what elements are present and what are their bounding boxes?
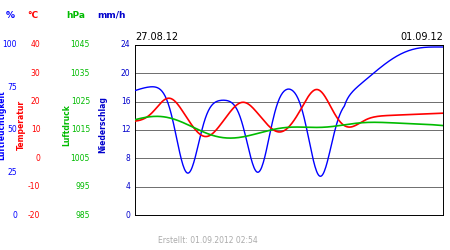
Text: 20: 20	[31, 97, 40, 106]
Text: 25: 25	[8, 168, 17, 177]
Text: 0: 0	[12, 210, 17, 220]
Text: 995: 995	[76, 182, 90, 191]
Text: 100: 100	[3, 40, 17, 50]
Text: 50: 50	[7, 126, 17, 134]
Text: 20: 20	[121, 69, 130, 78]
Text: Luftdruck: Luftdruck	[62, 104, 71, 146]
Text: 1015: 1015	[71, 126, 90, 134]
Text: 1045: 1045	[71, 40, 90, 50]
Text: -10: -10	[28, 182, 40, 191]
Text: 12: 12	[121, 126, 130, 134]
Text: 01.09.12: 01.09.12	[400, 32, 443, 42]
Text: 40: 40	[31, 40, 40, 50]
Text: 985: 985	[76, 210, 90, 220]
Text: 27.08.12: 27.08.12	[135, 32, 178, 42]
Text: 1035: 1035	[71, 69, 90, 78]
Text: Temperatur: Temperatur	[17, 100, 26, 150]
Text: mm/h: mm/h	[97, 11, 126, 20]
Text: 4: 4	[126, 182, 130, 191]
Text: 0: 0	[126, 210, 130, 220]
Text: 75: 75	[7, 83, 17, 92]
Text: Luftfeuchtigkeit: Luftfeuchtigkeit	[0, 90, 7, 160]
Text: Niederschlag: Niederschlag	[98, 96, 107, 154]
Text: hPa: hPa	[66, 11, 85, 20]
Text: °C: °C	[27, 11, 38, 20]
Text: -20: -20	[28, 210, 40, 220]
Text: 1005: 1005	[71, 154, 90, 163]
Text: 0: 0	[36, 154, 40, 163]
Text: 8: 8	[126, 154, 130, 163]
Text: 1025: 1025	[71, 97, 90, 106]
Text: Erstellt: 01.09.2012 02:54: Erstellt: 01.09.2012 02:54	[158, 236, 257, 245]
Text: 10: 10	[31, 126, 40, 134]
Text: %: %	[5, 11, 14, 20]
Text: 16: 16	[121, 97, 130, 106]
Text: 30: 30	[31, 69, 40, 78]
Text: 24: 24	[121, 40, 130, 50]
